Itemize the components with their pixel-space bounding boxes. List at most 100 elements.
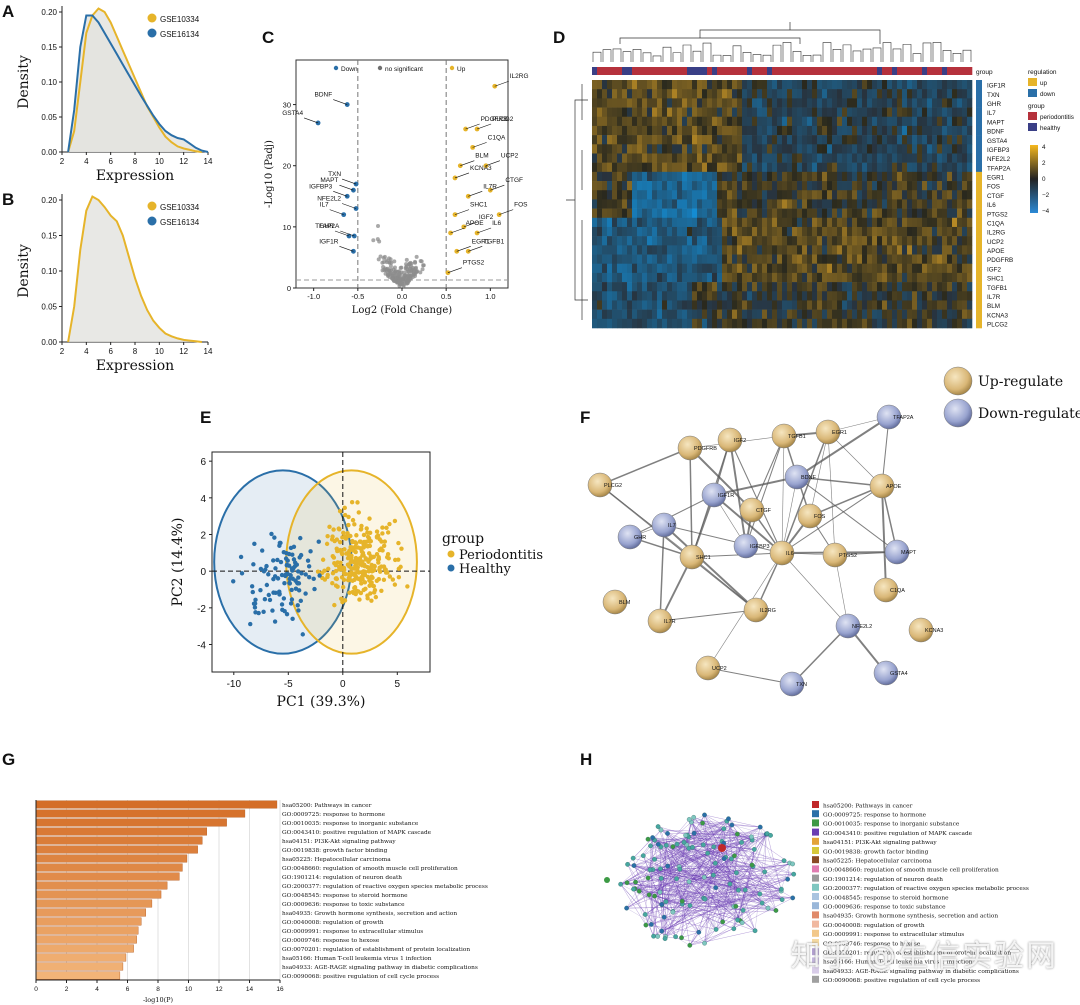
regulation-annotation-cell xyxy=(976,162,982,173)
heatmap-cell xyxy=(662,300,668,310)
heatmap-cell xyxy=(767,135,773,145)
heatmap-cell xyxy=(967,116,973,127)
heatmap-cell xyxy=(692,236,698,246)
enrichment-node xyxy=(646,892,652,898)
heatmap-cell xyxy=(597,107,603,118)
heatmap-cell xyxy=(792,208,798,219)
enrichment-edge xyxy=(713,833,768,876)
heatmap-cell xyxy=(662,153,668,163)
heatmap-cell xyxy=(787,190,793,200)
heatmap-cell xyxy=(622,300,628,310)
heatmap-cell xyxy=(897,282,903,292)
heatmap-cell xyxy=(802,245,808,255)
enrichment-node-green xyxy=(604,877,610,883)
pca-point-healthy xyxy=(267,597,273,603)
heatmap-cell xyxy=(917,263,923,274)
bar-category-label: GO:0009746: response to hexose xyxy=(282,938,380,944)
heatmap-cell xyxy=(702,125,708,136)
heatmap-cell xyxy=(707,171,713,182)
heatmap-cell xyxy=(622,153,628,163)
heatmap-cell xyxy=(672,208,678,219)
enrichment-edge xyxy=(689,819,738,835)
heatmap-cell xyxy=(747,272,753,283)
heatmap-cell xyxy=(612,245,618,255)
heatmap-cell xyxy=(597,199,603,209)
heatmap-cell xyxy=(642,125,648,136)
heatmap-cell xyxy=(872,190,878,200)
heatmap-cell xyxy=(947,282,953,292)
heatmap-cell xyxy=(682,291,688,301)
ppi-node-NFE2L2 xyxy=(835,613,861,639)
group-annotation-cell xyxy=(782,67,788,75)
x-tick-label: 6 xyxy=(126,986,130,993)
heatmap-cell xyxy=(777,291,783,301)
heatmap-cell xyxy=(662,125,668,136)
group-annotation-cell xyxy=(692,67,698,75)
heatmap-cell xyxy=(942,300,948,310)
heatmap-cell xyxy=(867,171,873,182)
ns-point xyxy=(398,265,403,270)
heatmap-cell xyxy=(827,226,833,237)
pca-point-periodontitis xyxy=(358,527,364,532)
heatmap-cell xyxy=(947,116,953,127)
heatmap-cell xyxy=(837,144,843,154)
heatmap-cell xyxy=(802,309,808,320)
heatmap-cell xyxy=(922,300,928,310)
pca-point-periodontitis xyxy=(372,587,378,593)
heatmap-cell xyxy=(657,162,663,173)
heatmap-cell xyxy=(617,89,623,99)
heatmap-cell xyxy=(612,98,618,108)
heatmap-cell xyxy=(917,208,923,219)
heatmap-cell xyxy=(912,190,918,200)
heatmap-cell xyxy=(757,226,763,237)
pca-point-healthy xyxy=(284,612,290,617)
heatmap-cell xyxy=(952,162,958,173)
heatmap-cell xyxy=(782,171,788,182)
enrichment-node xyxy=(711,872,716,878)
enrichment-edge xyxy=(652,869,739,891)
heatmap-cell xyxy=(632,272,638,283)
heatmap-cell xyxy=(892,226,898,237)
col-dendro-branch xyxy=(682,44,692,62)
heatmap-cell xyxy=(647,80,653,90)
regulation-annotation-cell xyxy=(976,245,982,255)
heatmap-cell xyxy=(907,80,913,90)
heatmap-cell xyxy=(867,208,873,219)
heatmap-cell xyxy=(732,125,738,136)
heatmap-cell xyxy=(762,125,768,136)
enrichment-edge xyxy=(715,887,735,907)
heatmap-cell xyxy=(827,162,833,173)
heatmap-cell xyxy=(657,107,663,118)
pca-point-periodontitis xyxy=(359,549,365,554)
heatmap-cell xyxy=(627,309,633,320)
gene-leader-GHR xyxy=(334,230,350,237)
pca-point-periodontitis xyxy=(393,557,398,563)
heatmap-cell xyxy=(792,171,798,182)
heatmap-cell xyxy=(842,318,848,329)
heatmap-cell xyxy=(637,89,643,99)
gene-leader-BDNF xyxy=(333,99,348,105)
heatmap-cell xyxy=(702,245,708,255)
heatmap-cell xyxy=(937,300,943,310)
heatmap-cell xyxy=(757,300,763,310)
heatmap-cell xyxy=(802,181,808,191)
ppi-node-IGF2 xyxy=(717,427,743,453)
heatmap-cell xyxy=(907,217,913,228)
heatmap-cell xyxy=(897,217,903,228)
heatmap-cell xyxy=(647,89,653,99)
pca-point-healthy xyxy=(258,566,264,572)
heatmap-cell xyxy=(877,291,883,301)
heatmap-cell xyxy=(937,80,943,90)
heatmap-cell xyxy=(827,89,833,99)
heatmap-cell xyxy=(777,107,783,118)
enrichment-legend-swatch xyxy=(812,929,819,937)
heatmap-cell xyxy=(797,153,803,163)
heatmap-cell xyxy=(827,144,833,154)
heatmap-cell xyxy=(807,107,813,118)
heatmap-cell xyxy=(617,80,623,90)
heatmap-cell xyxy=(912,245,918,255)
heatmap-cell xyxy=(757,171,763,182)
heatmap-cell xyxy=(637,171,643,182)
heatmap-cell xyxy=(882,272,888,283)
heatmap-cell xyxy=(637,144,643,154)
